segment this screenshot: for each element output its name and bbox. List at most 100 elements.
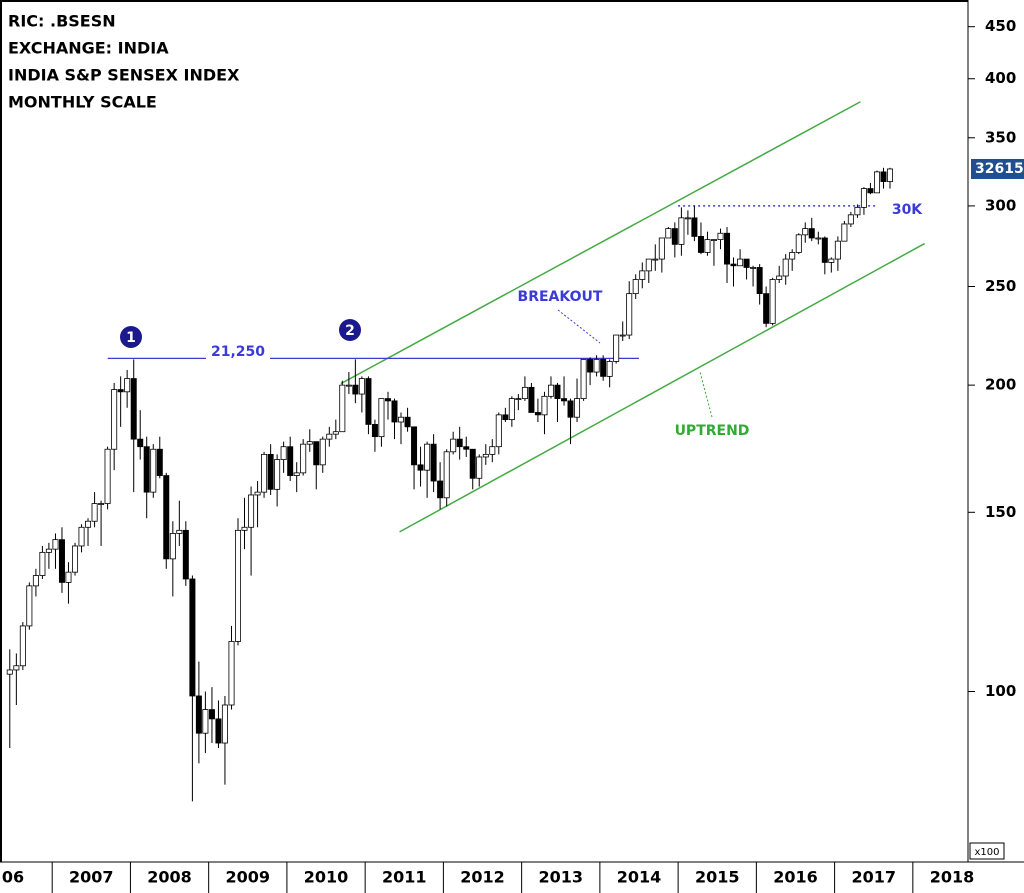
x-tick-label: 2016 (773, 868, 818, 887)
candle-body (39, 551, 46, 576)
candle (384, 391, 391, 420)
channel-line (340, 101, 861, 385)
level-label-bg (206, 344, 270, 360)
y-tick-label: 300 (985, 196, 1016, 214)
marker-circle (339, 319, 361, 341)
x-tick-label: 2012 (460, 868, 505, 887)
candle (587, 357, 594, 386)
candle-body (52, 539, 59, 550)
candle (352, 359, 359, 404)
candle (737, 249, 744, 267)
annotation-pointer (557, 309, 601, 344)
x-tick-label: 2018 (930, 868, 975, 887)
candle-body (652, 258, 659, 261)
candle (274, 454, 281, 507)
candle-body (58, 539, 65, 583)
candle (430, 434, 437, 493)
candle (169, 521, 176, 597)
candle-body (261, 453, 268, 493)
candle-body (782, 258, 789, 277)
candle (834, 236, 841, 271)
y-tick-label: 150 (985, 503, 1016, 521)
candle-body (528, 386, 535, 413)
candle (561, 376, 568, 406)
candle-body (860, 188, 867, 208)
candle-body (104, 448, 111, 504)
candle (176, 500, 183, 546)
y-tick-label: 450 (985, 17, 1016, 35)
candle (437, 462, 444, 510)
candle-body (874, 171, 881, 194)
candle (345, 372, 352, 395)
candle (678, 207, 685, 256)
candle-body (124, 378, 131, 393)
candle-body (267, 453, 274, 490)
candle-body (189, 578, 196, 697)
x-tick-label: 2013 (538, 868, 583, 887)
candle (358, 376, 365, 413)
candle-body (437, 480, 444, 499)
candle-body (482, 453, 489, 458)
candle (815, 231, 822, 245)
candle-body (574, 398, 581, 418)
candle-body (802, 228, 809, 236)
candle-body (763, 293, 770, 324)
candle-body (547, 384, 554, 397)
candle (150, 444, 157, 498)
candle-body (665, 228, 672, 239)
candle (795, 233, 802, 255)
candle-body (697, 236, 704, 253)
candle-body (632, 279, 639, 295)
candle (130, 359, 137, 493)
candle-body (391, 400, 398, 423)
candle (417, 446, 424, 487)
candle (26, 582, 33, 630)
candle-body (130, 378, 137, 440)
candle-body (717, 232, 724, 240)
marker-label: 2 (345, 323, 355, 339)
candle (261, 451, 268, 498)
candle (463, 436, 470, 457)
candle-body (769, 279, 776, 324)
candle-body (606, 361, 613, 377)
candle (189, 575, 196, 802)
candle-body (756, 267, 763, 295)
y-tick-label: 350 (985, 128, 1016, 146)
candle (78, 524, 85, 553)
candle (743, 258, 750, 280)
candle (85, 518, 92, 546)
candle-body (117, 389, 124, 393)
candle (704, 231, 711, 256)
candle (404, 407, 411, 432)
candle (32, 568, 39, 597)
candle-body (489, 446, 496, 455)
candle-body (150, 448, 157, 493)
candle (221, 695, 228, 785)
candle (72, 542, 79, 576)
candle-body (847, 214, 854, 225)
candle-body (78, 526, 85, 547)
title-line: RIC: .BSESN (8, 12, 116, 31)
candle-body (645, 258, 652, 272)
candle-body (834, 240, 841, 260)
candle (104, 446, 111, 510)
candle (730, 257, 737, 287)
candle (880, 167, 887, 189)
candle-body (371, 424, 378, 438)
candle-body (841, 223, 848, 242)
last-price-box (971, 158, 1024, 179)
candle-body (411, 426, 418, 466)
candle (521, 376, 528, 401)
candle-body (221, 704, 228, 744)
candle (476, 454, 483, 487)
candle (300, 439, 307, 476)
y-tick-label: 400 (985, 69, 1016, 87)
candle (606, 359, 613, 388)
candle (202, 691, 209, 754)
candle-body (13, 665, 20, 671)
candle-body (228, 641, 235, 706)
candle (874, 170, 881, 194)
marker-circle (120, 326, 142, 348)
candle-body (795, 234, 802, 253)
